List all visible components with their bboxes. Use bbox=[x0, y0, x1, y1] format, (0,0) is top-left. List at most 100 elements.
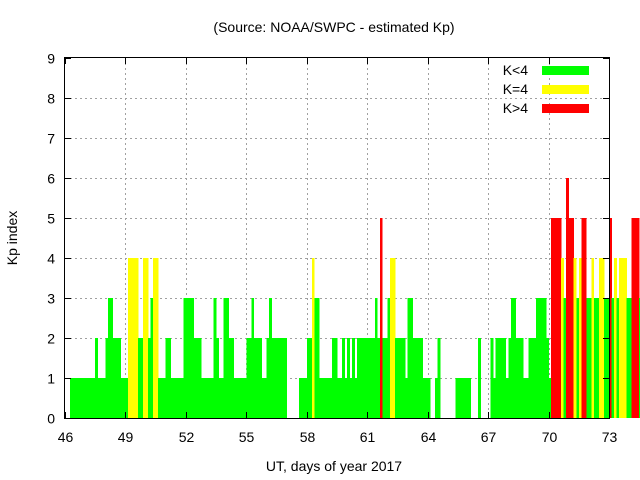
x-tick-label: 73 bbox=[602, 429, 618, 445]
x-tick-label: 55 bbox=[239, 429, 255, 445]
kp-bar bbox=[253, 338, 257, 418]
kp-bar bbox=[178, 378, 182, 418]
kp-bar bbox=[462, 378, 466, 418]
kp-bar bbox=[410, 298, 413, 418]
kp-bar bbox=[72, 378, 76, 418]
kp-bar bbox=[334, 338, 338, 418]
kp-bar bbox=[173, 378, 177, 418]
kp-bar bbox=[508, 338, 512, 418]
kp-bar bbox=[518, 338, 522, 418]
kp-bar bbox=[321, 378, 325, 418]
kp-bar bbox=[503, 338, 507, 418]
kp-bar bbox=[105, 338, 109, 418]
kp-bar bbox=[435, 378, 439, 418]
kp-bar bbox=[231, 338, 235, 418]
kp-bar bbox=[576, 298, 580, 418]
kp-bar bbox=[636, 218, 640, 418]
kp-bar bbox=[284, 338, 287, 418]
kp-bar bbox=[206, 378, 209, 418]
kp-bar bbox=[276, 338, 280, 418]
x-tick-label: 67 bbox=[481, 429, 497, 445]
kp-bar bbox=[465, 378, 469, 418]
kp-bar bbox=[631, 218, 635, 418]
kp-bar bbox=[493, 378, 497, 418]
kp-bar bbox=[102, 378, 106, 418]
kp-bar bbox=[165, 338, 169, 418]
kp-bar bbox=[324, 378, 328, 418]
kp-bar bbox=[329, 378, 333, 418]
kp-bar bbox=[221, 378, 225, 418]
kp-bar bbox=[211, 378, 214, 418]
kp-bar bbox=[417, 338, 421, 418]
kp-bar bbox=[528, 338, 532, 418]
kp-bar bbox=[427, 378, 431, 418]
kp-bar bbox=[263, 378, 267, 418]
kp-bar bbox=[359, 338, 363, 418]
kp-bar bbox=[309, 338, 313, 418]
kp-bar bbox=[624, 258, 627, 418]
kp-bar bbox=[188, 298, 192, 418]
kp-bar bbox=[311, 258, 315, 418]
kp-bar bbox=[598, 258, 602, 418]
kp-bar bbox=[548, 378, 552, 418]
kp-bar bbox=[578, 258, 582, 418]
x-tick-label: 64 bbox=[421, 429, 437, 445]
kp-bar bbox=[218, 378, 222, 418]
kp-bar bbox=[77, 378, 81, 418]
x-tick-label: 70 bbox=[542, 429, 558, 445]
kp-bar bbox=[422, 378, 426, 418]
y-tick-label: 3 bbox=[47, 291, 55, 307]
kp-bar bbox=[535, 298, 539, 418]
kp-bar bbox=[405, 378, 408, 418]
kp-bar bbox=[397, 338, 401, 418]
kp-bar bbox=[107, 298, 111, 418]
kp-bar bbox=[377, 338, 381, 418]
legend-label: K=4 bbox=[503, 81, 529, 97]
kp-bar bbox=[412, 338, 416, 418]
kp-bar bbox=[248, 338, 252, 418]
kp-bar bbox=[586, 298, 590, 418]
kp-bar bbox=[75, 378, 78, 418]
kp-bar bbox=[525, 378, 529, 418]
legend: K<4 K=4 K>4 bbox=[503, 62, 589, 116]
legend-label: K<4 bbox=[503, 62, 529, 78]
kp-bar bbox=[553, 218, 557, 418]
kp-bar bbox=[619, 258, 622, 418]
y-tick-label: 4 bbox=[47, 251, 55, 267]
y-tick-label: 5 bbox=[47, 211, 55, 227]
kp-bar bbox=[138, 338, 141, 418]
kp-bar bbox=[87, 378, 91, 418]
kp-bar bbox=[122, 378, 126, 418]
kp-bar bbox=[354, 378, 358, 418]
kp-bar bbox=[148, 338, 151, 418]
kp-bar bbox=[261, 378, 265, 418]
kp-bar bbox=[339, 378, 343, 418]
kp-bar bbox=[407, 298, 411, 418]
kp-bar bbox=[155, 258, 159, 418]
kp-bar bbox=[256, 338, 260, 418]
x-axis-label: UT, days of year 2017 bbox=[266, 458, 402, 474]
x-tick-label: 61 bbox=[360, 429, 376, 445]
kp-bar bbox=[337, 378, 340, 418]
kp-bar bbox=[347, 338, 350, 418]
kp-bar bbox=[342, 338, 345, 418]
kp-bar bbox=[163, 378, 167, 418]
kp-bar bbox=[195, 338, 199, 418]
kp-bar bbox=[143, 258, 146, 418]
kp-bar bbox=[437, 338, 441, 418]
kp-bar bbox=[538, 298, 542, 418]
kp-bar bbox=[563, 298, 567, 418]
kp-bar bbox=[306, 338, 310, 418]
kp-bar bbox=[425, 378, 429, 418]
kp-bar bbox=[573, 258, 577, 418]
kp-bar bbox=[316, 298, 320, 418]
kp-bar bbox=[127, 258, 131, 418]
kp-bar bbox=[606, 298, 610, 418]
kp-bar bbox=[581, 218, 585, 418]
kp-bar bbox=[379, 218, 383, 418]
kp-bar bbox=[349, 378, 353, 418]
y-tick-label: 8 bbox=[47, 91, 55, 107]
kp-bar bbox=[190, 298, 194, 418]
kp-bar bbox=[120, 378, 124, 418]
kp-bar bbox=[500, 338, 504, 418]
